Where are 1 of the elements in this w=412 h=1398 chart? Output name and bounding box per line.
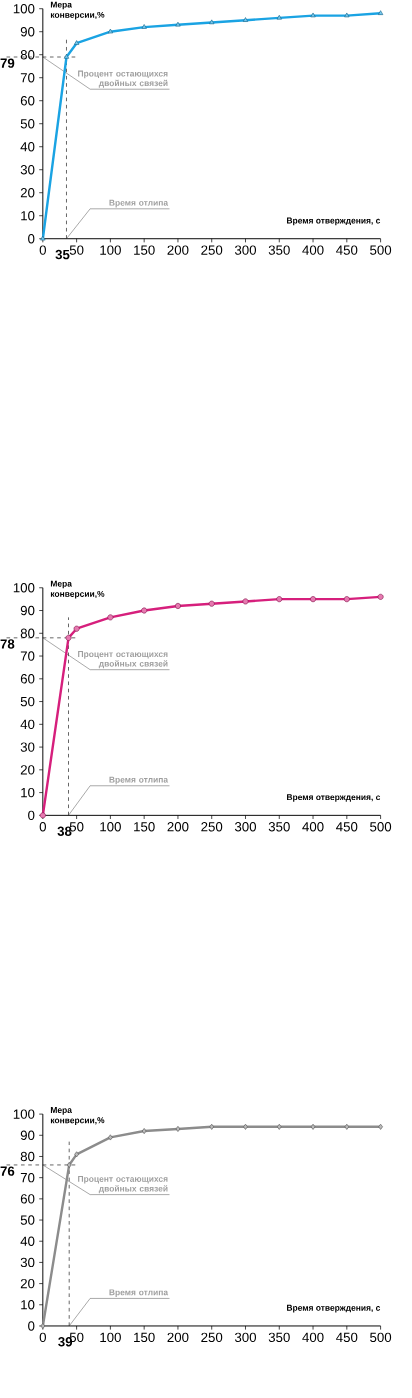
line-series (42, 10, 384, 240)
